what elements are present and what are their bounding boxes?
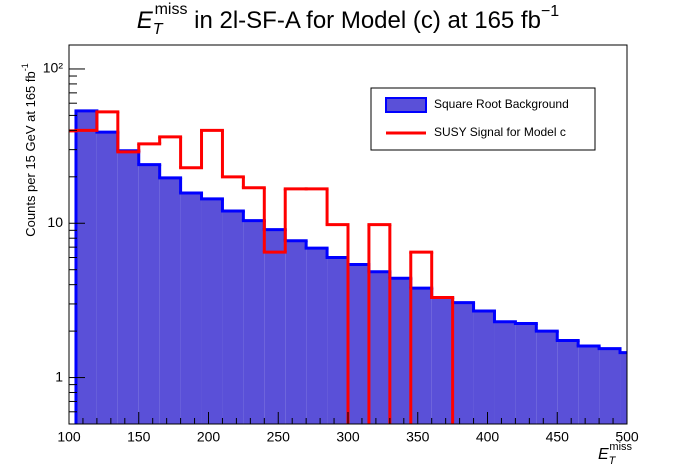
bar: [201, 198, 223, 424]
bar: [327, 257, 348, 424]
x-tick-label: 400: [476, 429, 500, 445]
bar: [75, 110, 97, 424]
bar: [599, 348, 621, 424]
bar: [515, 323, 537, 424]
x-tick-label: 300: [336, 429, 360, 445]
bar: [96, 132, 118, 424]
y-axis-label: Counts per 15 GeV at 165 fb-1: [20, 63, 38, 237]
bar: [494, 321, 516, 424]
title-text: in 2l-SF-A for Model (c) at 165 fb: [187, 7, 540, 34]
bar: [180, 193, 202, 424]
x-tick-label: 350: [406, 429, 430, 445]
x-tick-label: 200: [197, 429, 221, 445]
bar: [159, 177, 181, 424]
bar: [243, 220, 265, 424]
legend-label: SUSY Signal for Model c: [434, 125, 566, 139]
x-tick-label: 150: [127, 429, 151, 445]
bar: [348, 264, 369, 424]
x-tick-label: 500: [615, 429, 639, 445]
legend: Square Root Background SUSY Signal for Mo…: [370, 87, 596, 151]
y-tick-label: 10²: [43, 60, 64, 76]
bar: [306, 248, 328, 424]
title-sup2: −1: [541, 3, 559, 20]
bar: [578, 346, 600, 424]
y-tick-label: 10: [47, 214, 63, 230]
title-symbol: E: [137, 7, 154, 34]
bar: [368, 271, 390, 424]
bar: [410, 288, 432, 424]
legend-swatch: [385, 97, 427, 113]
x-tick-label: 250: [267, 429, 291, 445]
x-axis-label: ETmiss: [598, 441, 633, 467]
legend-label: Square Root Background: [434, 97, 569, 111]
bar: [222, 211, 244, 424]
bar: [536, 331, 558, 424]
bar: [620, 352, 627, 424]
y-label-sup: -1: [20, 63, 30, 71]
bar: [557, 340, 579, 424]
x-label-symbol: E: [598, 446, 609, 463]
bar: [285, 240, 307, 424]
bar: [138, 164, 160, 424]
x-label-sub: T: [609, 455, 617, 467]
x-label-sup: miss: [609, 441, 632, 453]
x-tick-label: 100: [57, 429, 81, 445]
y-tick-label: 1: [55, 368, 63, 384]
bar: [452, 302, 474, 424]
y-label-text: Counts per 15 GeV at 165 fb: [23, 71, 38, 237]
title-sub: T: [153, 21, 164, 38]
plot-area: [69, 109, 627, 424]
bar: [264, 229, 286, 424]
bar: [389, 278, 411, 424]
bar: [473, 310, 495, 424]
bar: [117, 150, 139, 424]
chart-title: ETmiss in 2l-SF-A for Model (c) at 165 f…: [137, 1, 560, 38]
bar: [431, 297, 453, 424]
title-sup: miss: [155, 1, 188, 18]
x-tick-label: 450: [546, 429, 570, 445]
